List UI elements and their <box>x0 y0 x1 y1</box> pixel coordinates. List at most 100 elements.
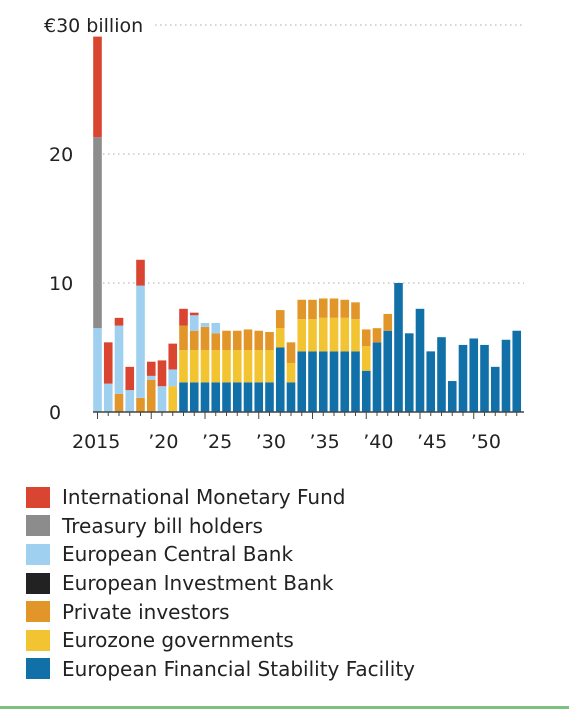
bar-2049-series-0 <box>458 344 468 412</box>
bar-2020-series-4 <box>146 375 156 380</box>
bar-2024-series-0 <box>189 382 199 412</box>
bar-2026-series-0 <box>211 382 221 412</box>
bar-2028-series-2 <box>232 330 242 351</box>
bar-2020-series-6 <box>146 361 156 376</box>
legend-swatch-efsf <box>26 658 50 680</box>
bar-2050-series-0 <box>469 338 479 412</box>
bar-2015-series-4 <box>93 328 102 412</box>
y-tick-label-30: €30 billion <box>44 15 143 37</box>
bar-2027-series-0 <box>222 382 231 412</box>
x-tick-label-2030: ’30 <box>256 431 286 453</box>
bar-2024-series-4 <box>189 315 199 331</box>
x-tick-label-2020: ’20 <box>148 431 178 453</box>
bar-2053-series-0 <box>501 339 511 412</box>
legend-item-efsf: European Financial Stability Facility <box>26 655 546 684</box>
bar-2033-series-1 <box>286 362 296 383</box>
bar-2035-series-1 <box>308 319 317 352</box>
bar-2032-series-1 <box>275 328 285 348</box>
bar-2018-series-6 <box>125 366 135 391</box>
legend-item-private: Private investors <box>26 597 546 626</box>
bar-2040-series-1 <box>361 346 371 371</box>
bar-2033-series-2 <box>286 342 296 363</box>
bar-2018-series-4 <box>125 390 135 412</box>
bar-2027-series-2 <box>222 330 231 351</box>
x-tick-label-2045: ’45 <box>417 431 447 453</box>
bar-2025-series-2 <box>200 326 210 351</box>
bar-2024-series-6 <box>189 312 199 316</box>
bar-2024-series-2 <box>189 330 199 351</box>
legend: International Monetary Fund Treasury bil… <box>26 483 546 683</box>
legend-item-imf: International Monetary Fund <box>26 483 546 512</box>
bar-2037-series-0 <box>329 351 339 412</box>
bar-2047-series-0 <box>437 337 446 412</box>
x-tick-label-2015: 2015 <box>72 431 120 453</box>
x-tick-label-2035: ’35 <box>310 431 340 453</box>
bar-2040-series-2 <box>361 329 371 347</box>
bar-2017-series-6 <box>114 317 124 326</box>
bar-2029-series-2 <box>243 329 253 351</box>
gridlines <box>93 24 524 284</box>
legend-label-private: Private investors <box>62 599 230 624</box>
legend-item-eib: European Investment Bank <box>26 569 546 598</box>
bar-2025-series-0 <box>200 382 210 412</box>
bars <box>93 36 522 412</box>
bar-2046-series-0 <box>426 351 436 412</box>
legend-swatch-ecb <box>26 543 50 565</box>
bar-2051-series-0 <box>480 344 489 412</box>
stacked-bar-chart: 0 10 20 €30 billion 2015 ’20 ’25 ’30 ’35 ’40 ’45 ’… <box>44 15 524 453</box>
bar-2037-series-2 <box>329 298 339 318</box>
bar-2035-series-0 <box>308 351 317 412</box>
legend-swatch-eib <box>26 572 50 594</box>
bar-2039-series-1 <box>351 319 360 352</box>
x-tick-label-2025: ’25 <box>202 431 232 453</box>
bar-2054-series-0 <box>512 330 522 412</box>
bar-2027-series-1 <box>222 350 231 383</box>
bar-2028-series-0 <box>232 382 242 412</box>
bar-2032-series-0 <box>275 347 285 412</box>
legend-label-eib: European Investment Bank <box>62 571 334 596</box>
bar-2023-series-2 <box>179 325 188 351</box>
legend-item-ecb: European Central Bank <box>26 540 546 569</box>
bar-2044-series-0 <box>404 333 414 412</box>
bar-2021-series-4 <box>157 386 167 412</box>
bar-2041-series-0 <box>372 342 382 412</box>
bar-2033-series-0 <box>286 382 296 412</box>
bar-2037-series-1 <box>329 317 339 352</box>
bar-2026-series-4 <box>211 322 221 334</box>
bar-2043-series-0 <box>394 283 403 412</box>
bar-2034-series-0 <box>297 351 307 412</box>
bottom-rule <box>0 706 569 709</box>
x-tick-label-2040: ’40 <box>363 431 393 453</box>
bar-2017-series-4 <box>114 325 124 394</box>
y-tick-label-0: 0 <box>49 402 61 424</box>
bar-2029-series-1 <box>243 350 253 383</box>
bar-2038-series-0 <box>340 351 350 412</box>
bar-2025-series-1 <box>200 350 210 383</box>
x-axis <box>93 411 524 419</box>
bar-2032-series-2 <box>275 310 285 329</box>
bar-2031-series-1 <box>265 350 274 383</box>
bar-2034-series-1 <box>297 319 307 352</box>
bar-2031-series-0 <box>265 382 274 412</box>
legend-label-treasury: Treasury bill holders <box>62 513 263 538</box>
legend-item-eurozone: Eurozone governments <box>26 626 546 655</box>
legend-swatch-eurozone <box>26 629 50 651</box>
legend-swatch-private <box>26 601 50 623</box>
bar-2031-series-2 <box>265 332 274 351</box>
bar-2023-series-0 <box>179 382 188 412</box>
bar-2016-series-4 <box>103 383 113 412</box>
bar-2017-series-2 <box>114 393 124 412</box>
bar-2016-series-6 <box>103 342 113 384</box>
bar-2019-series-4 <box>136 285 145 398</box>
bar-2042-series-2 <box>383 313 393 331</box>
bar-2020-series-2 <box>146 379 156 412</box>
bar-2036-series-2 <box>318 298 328 318</box>
bar-2022-series-1 <box>168 386 178 412</box>
bar-2025-series-4 <box>200 322 210 327</box>
bar-2021-series-6 <box>157 360 167 387</box>
bar-2045-series-0 <box>415 308 425 412</box>
bar-2036-series-1 <box>318 317 328 352</box>
bar-2041-series-2 <box>372 328 382 343</box>
bar-2019-series-2 <box>136 397 145 412</box>
bar-2024-series-1 <box>189 350 199 383</box>
